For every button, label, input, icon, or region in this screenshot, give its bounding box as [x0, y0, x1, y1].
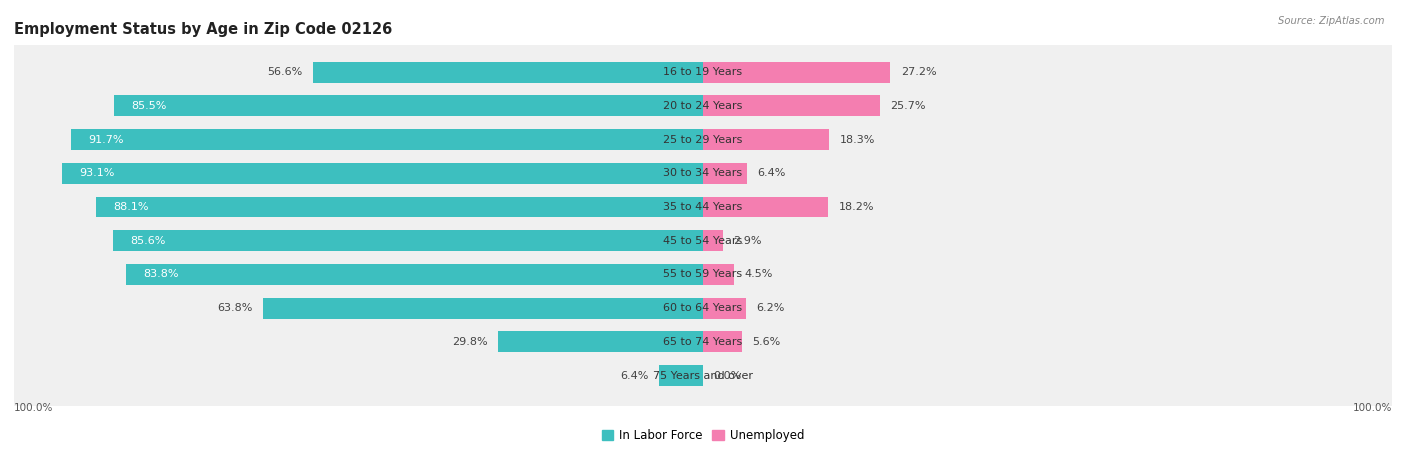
Bar	[703, 95, 880, 116]
Bar	[114, 95, 703, 116]
FancyBboxPatch shape	[0, 90, 1406, 256]
Bar	[703, 163, 747, 184]
Text: 0.0%: 0.0%	[713, 371, 741, 381]
Bar	[703, 230, 723, 251]
Text: 5.6%: 5.6%	[752, 337, 780, 347]
Bar	[72, 129, 703, 150]
Text: 29.8%: 29.8%	[451, 337, 488, 347]
Text: 83.8%: 83.8%	[143, 269, 179, 279]
Text: 6.4%: 6.4%	[758, 168, 786, 178]
Text: 25 to 29 Years: 25 to 29 Years	[664, 134, 742, 144]
Text: Source: ZipAtlas.com: Source: ZipAtlas.com	[1278, 16, 1385, 26]
Bar	[703, 264, 734, 285]
Text: 2.9%: 2.9%	[734, 236, 762, 246]
Bar	[703, 62, 890, 83]
Text: 75 Years and over: 75 Years and over	[652, 371, 754, 381]
FancyBboxPatch shape	[0, 23, 1406, 189]
Bar	[703, 197, 828, 217]
Bar	[114, 230, 703, 251]
Text: 100.0%: 100.0%	[1353, 403, 1392, 413]
Text: Employment Status by Age in Zip Code 02126: Employment Status by Age in Zip Code 021…	[14, 22, 392, 37]
Text: 30 to 34 Years: 30 to 34 Years	[664, 168, 742, 178]
Bar	[314, 62, 703, 83]
Text: 88.1%: 88.1%	[114, 202, 149, 212]
FancyBboxPatch shape	[0, 293, 1406, 451]
Text: 6.4%: 6.4%	[620, 371, 648, 381]
Text: 6.2%: 6.2%	[756, 303, 785, 313]
Text: 100.0%: 100.0%	[14, 403, 53, 413]
Bar	[498, 331, 703, 352]
Text: 45 to 54 Years: 45 to 54 Years	[664, 236, 742, 246]
Text: 20 to 24 Years: 20 to 24 Years	[664, 101, 742, 111]
Text: 18.3%: 18.3%	[839, 134, 875, 144]
FancyBboxPatch shape	[0, 124, 1406, 290]
Text: 85.5%: 85.5%	[131, 101, 166, 111]
Bar	[62, 163, 703, 184]
Text: 35 to 44 Years: 35 to 44 Years	[664, 202, 742, 212]
Text: 91.7%: 91.7%	[89, 134, 124, 144]
FancyBboxPatch shape	[0, 56, 1406, 222]
Bar	[703, 129, 830, 150]
Text: 63.8%: 63.8%	[218, 303, 253, 313]
Text: 25.7%: 25.7%	[890, 101, 927, 111]
Bar	[263, 298, 703, 318]
FancyBboxPatch shape	[0, 158, 1406, 324]
Bar	[125, 264, 703, 285]
Text: 85.6%: 85.6%	[131, 236, 166, 246]
Bar	[96, 197, 703, 217]
FancyBboxPatch shape	[0, 0, 1406, 155]
Text: 56.6%: 56.6%	[267, 67, 302, 77]
Text: 27.2%: 27.2%	[901, 67, 936, 77]
Bar	[703, 298, 745, 318]
Text: 55 to 59 Years: 55 to 59 Years	[664, 269, 742, 279]
Bar	[703, 331, 741, 352]
FancyBboxPatch shape	[0, 259, 1406, 425]
FancyBboxPatch shape	[0, 191, 1406, 357]
Legend: In Labor Force, Unemployed: In Labor Force, Unemployed	[598, 424, 808, 447]
Text: 60 to 64 Years: 60 to 64 Years	[664, 303, 742, 313]
Text: 4.5%: 4.5%	[744, 269, 773, 279]
Text: 93.1%: 93.1%	[79, 168, 114, 178]
Text: 16 to 19 Years: 16 to 19 Years	[664, 67, 742, 77]
Text: 65 to 74 Years: 65 to 74 Years	[664, 337, 742, 347]
FancyBboxPatch shape	[0, 225, 1406, 391]
Bar	[659, 365, 703, 386]
Text: 18.2%: 18.2%	[839, 202, 875, 212]
